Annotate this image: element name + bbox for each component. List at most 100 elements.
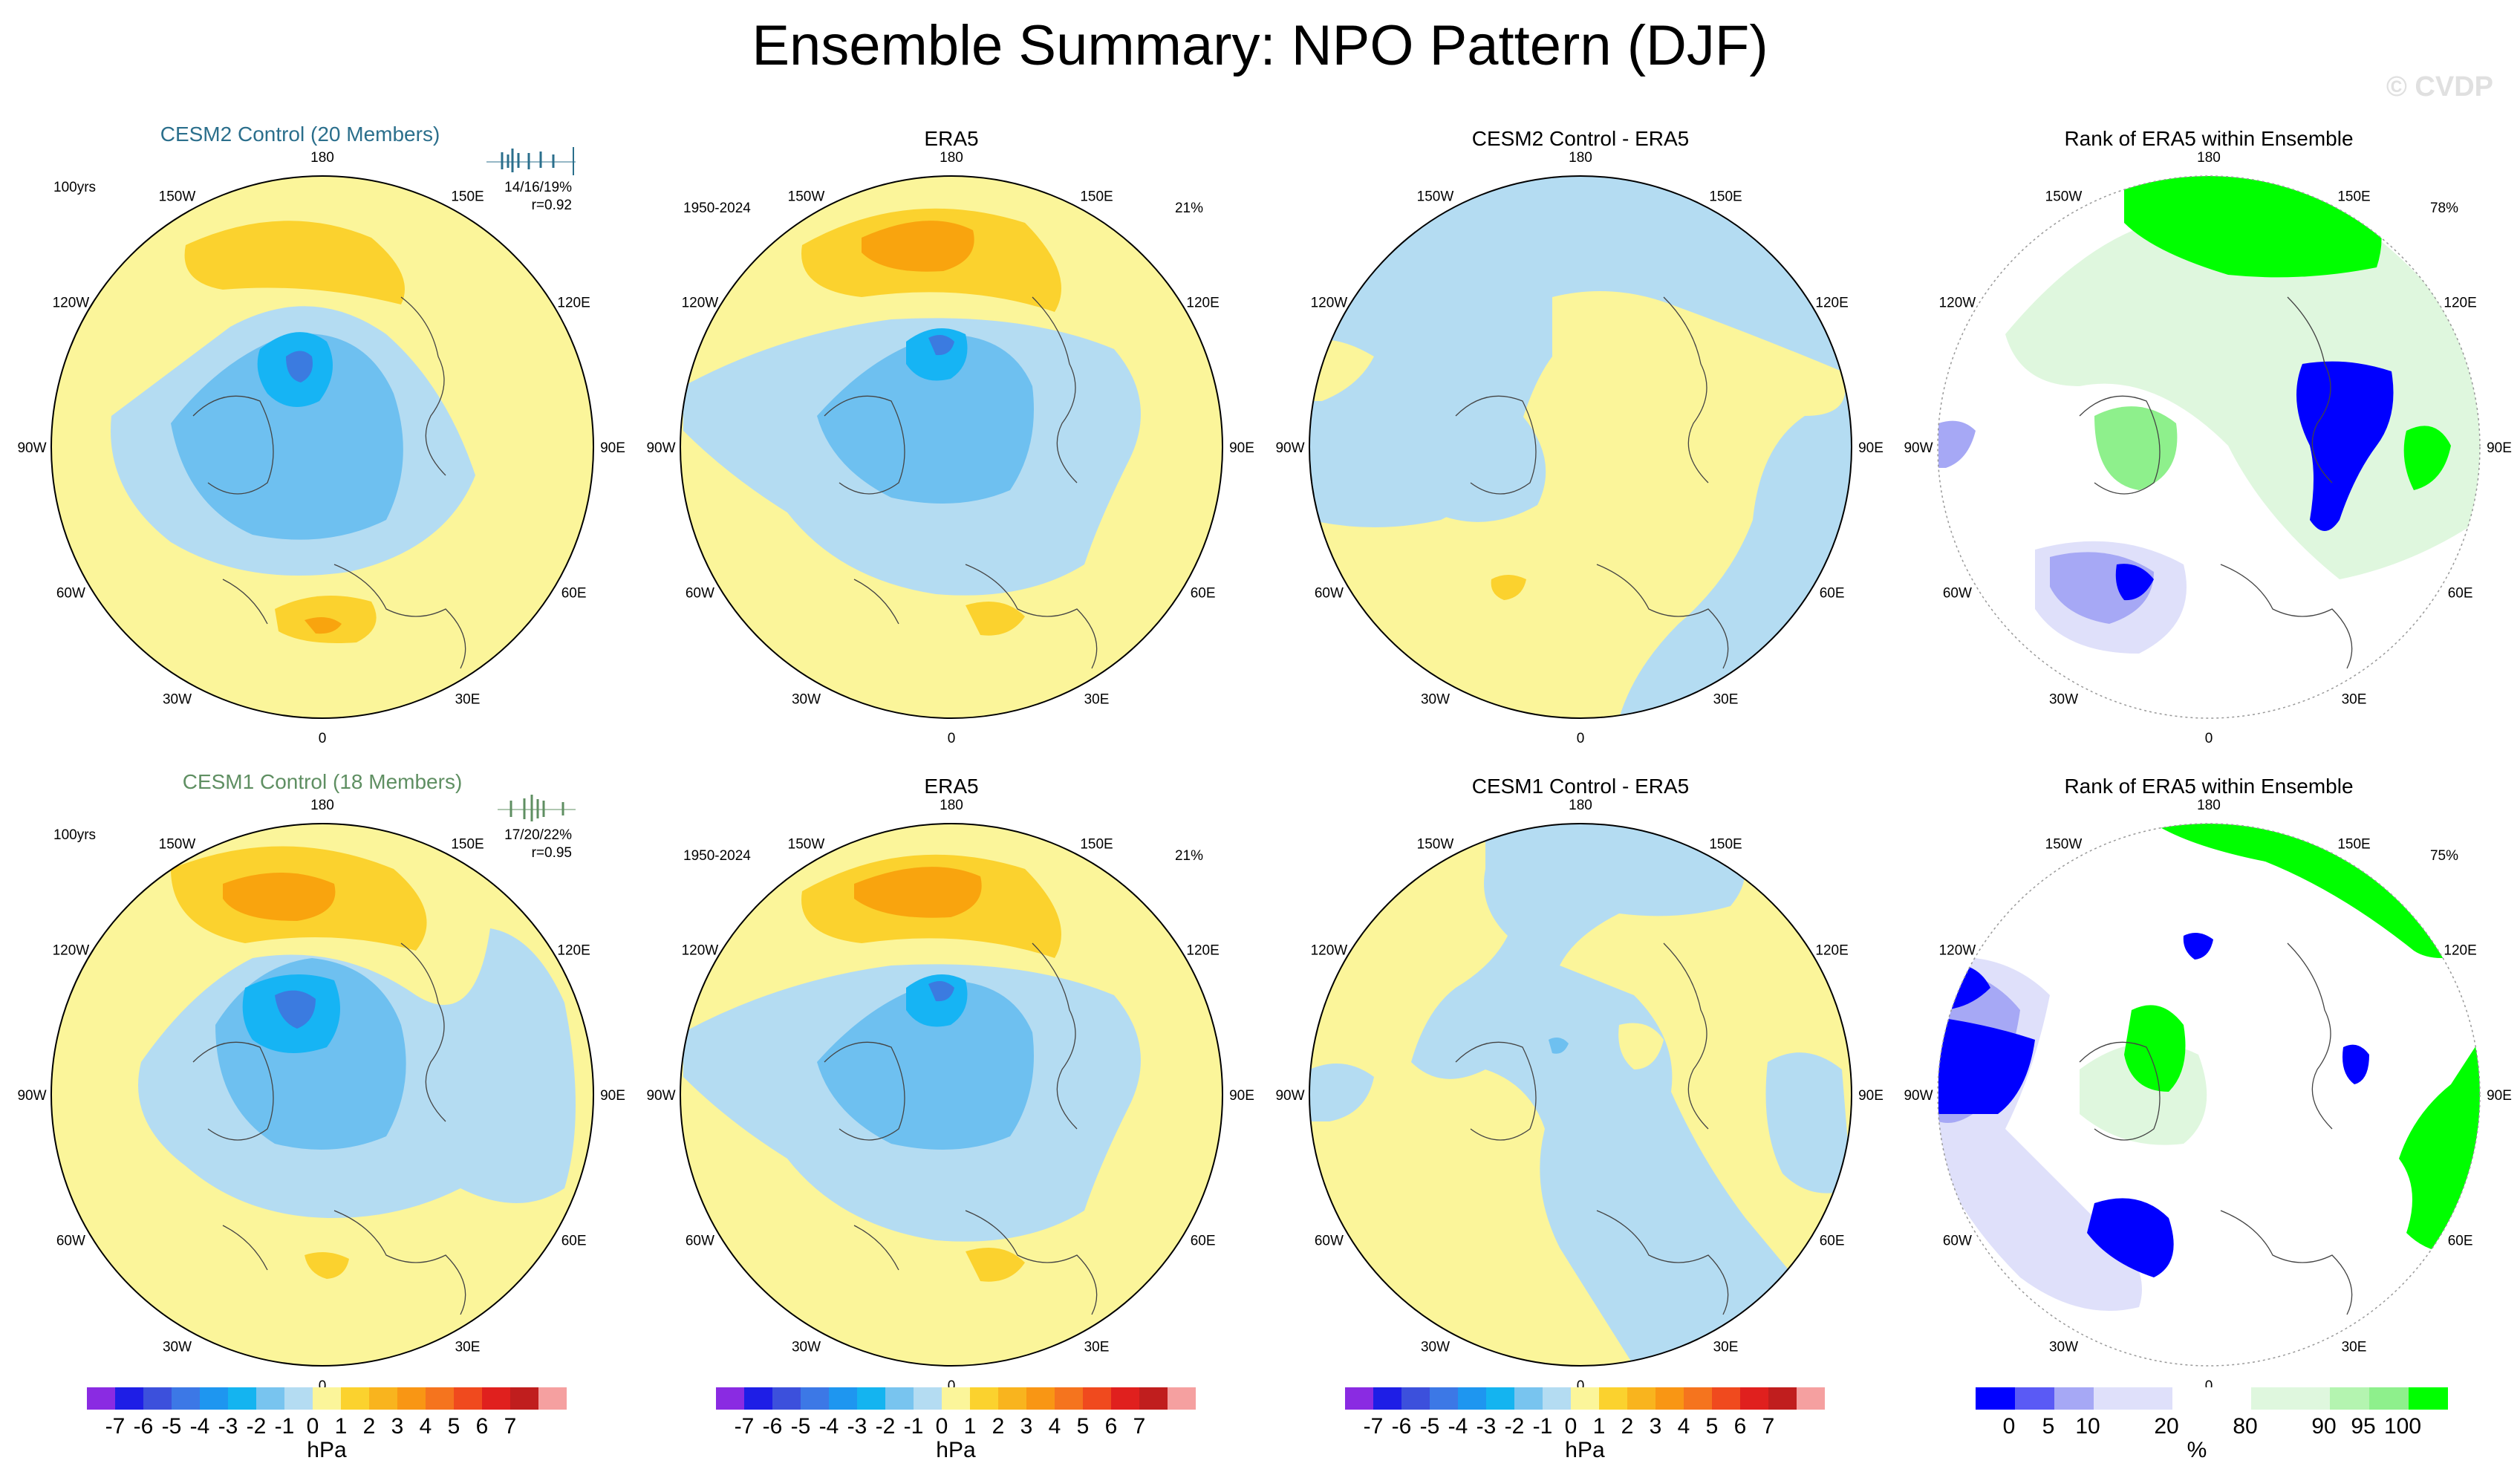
contour-neg2-r2c2 bbox=[817, 980, 1034, 1150]
map-outline-r2c2 bbox=[680, 823, 1223, 1367]
coastline-r2c2 bbox=[824, 942, 1098, 1315]
lon-label-p2-5: 30E bbox=[1713, 692, 1739, 708]
lon-label-p2-9: 90W bbox=[1275, 440, 1304, 456]
lon-label-p7-5: 30E bbox=[2342, 1340, 2367, 1355]
panel-r2c3: CESM1 Control - ERA5 bbox=[1309, 775, 1852, 1367]
lon-label-p6-9: 90W bbox=[1275, 1088, 1304, 1104]
cb-hpa1-swatch-5 bbox=[228, 1387, 256, 1410]
cb-hpa1-tick-7: 0 bbox=[307, 1414, 319, 1439]
contour-pos1b-r2c3 bbox=[1618, 1023, 1664, 1069]
lon-label-p3-0: 180 bbox=[2197, 150, 2221, 166]
lon-label-p3-8: 60W bbox=[1943, 586, 1972, 602]
panel-title-r2c3: CESM1 Control - ERA5 bbox=[1472, 775, 1690, 798]
lon-label-p0-6: 0 bbox=[319, 731, 327, 746]
lon-label-p4-9: 90W bbox=[17, 1088, 46, 1104]
rank-blue2-r1c4 bbox=[2296, 361, 2394, 531]
cb-rank-swatch-11 bbox=[2409, 1387, 2448, 1410]
lon-label-p2-7: 30W bbox=[1421, 692, 1450, 708]
lon-label-p2-3: 90E bbox=[1858, 440, 1884, 456]
cb-hpa1-swatch-2 bbox=[143, 1387, 172, 1410]
coastline-r2c1 bbox=[192, 942, 466, 1315]
lon-label-p5-3: 90E bbox=[1229, 1088, 1254, 1104]
cb-hpa3-tick-2: -5 bbox=[1420, 1414, 1440, 1439]
lon-label-p1-8: 60W bbox=[686, 586, 714, 602]
panel-left-label-r1c2: 1950-2024 bbox=[683, 201, 751, 216]
lon-label-p7-3: 90E bbox=[2487, 1088, 2512, 1104]
map-outline-r1c2 bbox=[680, 175, 1223, 719]
cb-hpa1-swatch-10 bbox=[369, 1387, 397, 1410]
panel-right-label-r2c1-b: r=0.95 bbox=[532, 845, 572, 861]
cb-hpa3-swatch-3 bbox=[1430, 1387, 1458, 1410]
lon-label-p5-6: 0 bbox=[948, 1378, 956, 1394]
contour-pos2-r2c2 bbox=[854, 867, 982, 918]
lon-label-p4-7: 30W bbox=[163, 1340, 192, 1355]
cb-hpa2-swatch-15 bbox=[1139, 1387, 1168, 1410]
cb-hpa2-swatch-2 bbox=[772, 1387, 801, 1410]
panel-title-r2c4: Rank of ERA5 within Ensemble bbox=[2064, 775, 2353, 798]
lon-label-p7-1: 150E bbox=[2337, 836, 2370, 852]
cb-hpa1-tick-10: 3 bbox=[391, 1414, 404, 1439]
panel-title-r1c4: Rank of ERA5 within Ensemble bbox=[2064, 127, 2353, 150]
cb-hpa3-tick-7: 0 bbox=[1565, 1414, 1578, 1439]
contour-neg1b-r2c3 bbox=[1765, 1052, 1852, 1193]
cb-hpa1-tick-6: -1 bbox=[275, 1414, 295, 1439]
cb-rank-swatch-0 bbox=[1976, 1387, 2015, 1410]
lon-label-p1-5: 30E bbox=[1084, 692, 1110, 708]
cb-rank-tick-0: 0 bbox=[2003, 1414, 2016, 1439]
cb-hpa2-swatch-13 bbox=[1083, 1387, 1111, 1410]
cb-rank-units: % bbox=[2187, 1438, 2207, 1462]
cb-hpa1-swatch-13 bbox=[454, 1387, 482, 1410]
lon-label-p5-9: 90W bbox=[646, 1088, 675, 1104]
cb-hpa1-swatch-9 bbox=[341, 1387, 369, 1410]
panel-left-label-r2c1: 100yrs bbox=[53, 827, 96, 843]
coastline-r2c4 bbox=[2079, 942, 2353, 1315]
rank-greenlight-r1c4 bbox=[2005, 218, 2480, 579]
coastline-r1c1 bbox=[192, 296, 466, 669]
rank-green-r1c4 bbox=[2124, 176, 2382, 278]
cb-rank-tick-1: 5 bbox=[2042, 1414, 2055, 1439]
cb-hpa3-swatch-15 bbox=[1768, 1387, 1797, 1410]
cb-hpa1-swatch-12 bbox=[426, 1387, 454, 1410]
lon-label-p0-10: 120W bbox=[53, 296, 90, 311]
lon-label-p6-2: 120E bbox=[1815, 943, 1848, 959]
cb-hpa2-swatch-3 bbox=[801, 1387, 829, 1410]
lon-label-p3-4: 60E bbox=[2448, 586, 2473, 602]
lon-label-p6-10: 120W bbox=[1311, 943, 1348, 959]
cb-hpa2-tick-10: 3 bbox=[1020, 1414, 1033, 1439]
cb-rank-swatch-3 bbox=[2094, 1387, 2133, 1410]
cb-hpa3-units: hPa bbox=[1565, 1438, 1605, 1462]
cb-hpa3-tick-11: 4 bbox=[1678, 1414, 1690, 1439]
cb-hpa1-tick-14: 7 bbox=[504, 1414, 517, 1439]
cb-hpa3-swatch-1 bbox=[1373, 1387, 1401, 1410]
lon-label-p3-10: 120W bbox=[1939, 296, 1976, 311]
cb-rank-swatch-6 bbox=[2212, 1387, 2251, 1410]
map-outline-r2c4 bbox=[1937, 823, 2481, 1367]
cb-hpa3-swatch-0 bbox=[1345, 1387, 1373, 1410]
cb-hpa1-tick-1: -6 bbox=[134, 1414, 154, 1439]
rank-bluelight2-r1c4 bbox=[1938, 420, 1976, 468]
contour-neg4-r2c1 bbox=[275, 990, 316, 1029]
lon-label-p6-5: 30E bbox=[1713, 1340, 1739, 1355]
lon-label-p3-7: 30W bbox=[2049, 692, 2078, 708]
lon-label-p4-2: 120E bbox=[557, 943, 590, 959]
lon-label-p7-7: 30W bbox=[2049, 1340, 2078, 1355]
lon-label-p0-5: 30E bbox=[455, 692, 481, 708]
contour-pos2-r2c1 bbox=[223, 873, 336, 921]
panel-left-label-r2c2: 1950-2024 bbox=[683, 848, 751, 864]
cb-hpa3-tick-12: 5 bbox=[1706, 1414, 1719, 1439]
lon-label-p6-4: 60E bbox=[1820, 1234, 1845, 1249]
lon-label-p2-6: 0 bbox=[1577, 731, 1585, 746]
lon-label-p1-4: 60E bbox=[1191, 586, 1216, 602]
cb-hpa2-swatch-9 bbox=[970, 1387, 998, 1410]
cb-hpa3-tick-8: 1 bbox=[1593, 1414, 1606, 1439]
lon-label-p6-0: 180 bbox=[1569, 798, 1592, 813]
cb-hpa3-swatch-5 bbox=[1486, 1387, 1514, 1410]
cb-hpa3-tick-10: 3 bbox=[1650, 1414, 1662, 1439]
cb-rank-swatch-2 bbox=[2054, 1387, 2094, 1410]
map-outline-r1c1 bbox=[51, 175, 594, 719]
cb-hpa1-tick-12: 5 bbox=[448, 1414, 460, 1439]
lon-label-p6-3: 90E bbox=[1858, 1088, 1884, 1104]
lon-label-p4-6: 0 bbox=[319, 1378, 327, 1394]
lon-label-p5-2: 120E bbox=[1186, 943, 1219, 959]
